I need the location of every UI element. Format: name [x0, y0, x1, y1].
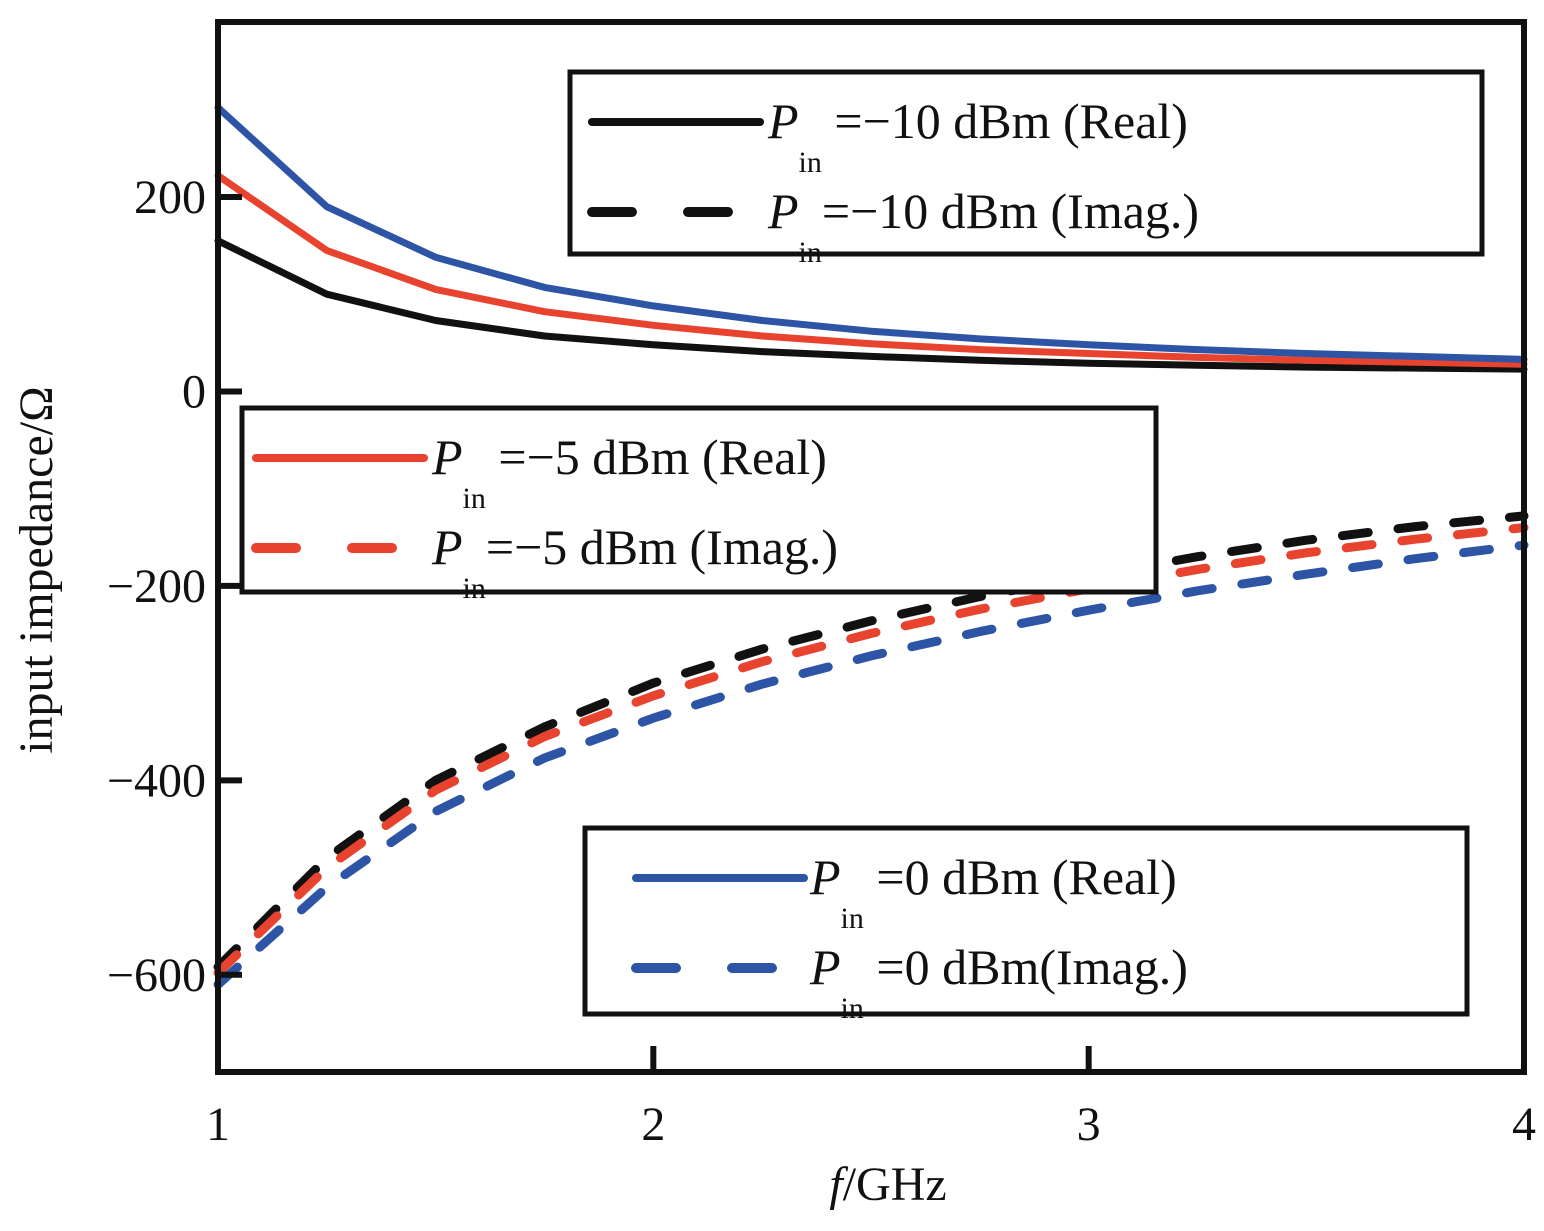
- legend-label: Pin =−5 dBm (Real): [431, 429, 827, 515]
- y-axis-label: input impedance/Ω: [10, 386, 63, 754]
- x-tick-label: 1: [206, 1098, 230, 1151]
- series-line-m10_real: [214, 237, 1528, 373]
- y-tick-label: 200: [134, 171, 206, 224]
- y-tick-label: −400: [107, 754, 206, 807]
- legend-layer: Pin =−10 dBm (Real)Pin=−10 dBm (Imag.)Pi…: [239, 69, 1485, 1025]
- legend-frame: [567, 69, 1485, 257]
- legend-box: Pin =−10 dBm (Real)Pin=−10 dBm (Imag.): [567, 69, 1485, 269]
- legend-box: Pin =−5 dBm (Real)Pin=−5 dBm (Imag.): [239, 405, 1159, 605]
- legend-frame: [239, 405, 1159, 595]
- y-tick-label: −600: [107, 949, 206, 1002]
- series-line-m10_imag: [213, 511, 1529, 972]
- legend-label: Pin=−5 dBm (Imag.): [431, 519, 838, 605]
- y-tick-label: −200: [107, 560, 206, 613]
- legend-box: Pin =0 dBm (Real)Pin =0 dBm(Imag.): [582, 825, 1470, 1025]
- series-line-m5_imag: [213, 523, 1529, 978]
- legend-label: Pin =0 dBm (Real): [809, 849, 1177, 935]
- series-line-p0_imag: [213, 540, 1529, 989]
- legend-frame: [582, 825, 1470, 1017]
- x-tick-label: 2: [641, 1098, 665, 1151]
- y-tick-label: 0: [182, 365, 206, 418]
- ticks-layer: 1 2 3 4 200 0 −200 −400 −600: [107, 171, 1536, 1151]
- x-tick-label: 3: [1077, 1098, 1101, 1151]
- series-layer: [213, 104, 1529, 989]
- legend-label: Pin =0 dBm(Imag.): [809, 939, 1188, 1025]
- series-line-p0_real: [214, 104, 1528, 363]
- x-axis-label: f/GHz: [829, 1158, 946, 1211]
- plot-frame: [215, 19, 1527, 1075]
- x-tick-label: 4: [1512, 1098, 1536, 1151]
- legend-label: Pin =−10 dBm (Real): [767, 93, 1188, 179]
- legend-label: Pin=−10 dBm (Imag.): [767, 183, 1199, 269]
- series-line-m5_real: [214, 172, 1528, 368]
